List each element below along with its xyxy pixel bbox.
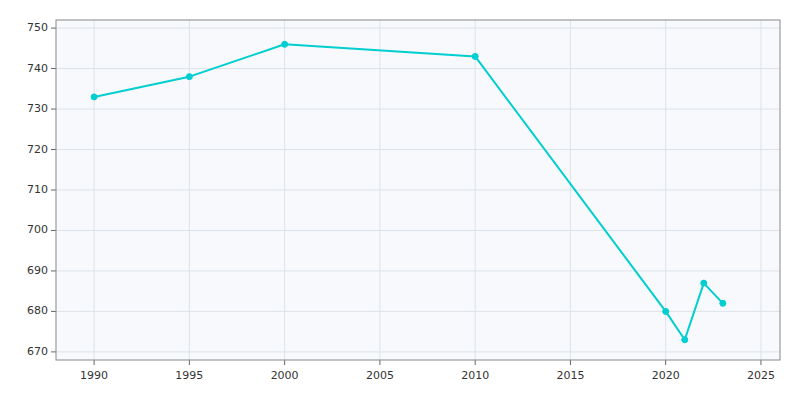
y-grid-line [56, 68, 780, 69]
y-grid-line [56, 149, 780, 150]
marker [663, 308, 669, 314]
y-tick [51, 28, 56, 29]
marker [472, 53, 478, 59]
x-grid-line [475, 20, 476, 360]
x-tick [94, 360, 95, 365]
x-tick-label: 2005 [366, 369, 394, 382]
chart-container: 670 680 690 700 710 720 730 740 750 1990 1995 2000 2… [0, 0, 800, 400]
x-grid-line [570, 20, 571, 360]
y-tick [51, 311, 56, 312]
y-tick [51, 190, 56, 191]
y-tick [51, 230, 56, 231]
plot-frame [56, 20, 780, 360]
x-grid-line [379, 20, 380, 360]
y-grid-line [56, 311, 780, 312]
y-tick-label: 740 [27, 62, 48, 75]
x-tick-label: 2020 [652, 369, 680, 382]
y-tick [51, 149, 56, 150]
chart: 670 680 690 700 710 720 730 740 750 1990 1995 2000 2… [0, 0, 800, 400]
axes: 670 680 690 700 710 720 730 740 750 1990 1995 2000 2… [27, 21, 775, 382]
y-tick [51, 68, 56, 69]
y-grid-line [56, 230, 780, 231]
x-tick-label: 2015 [556, 369, 584, 382]
x-tick [665, 360, 666, 365]
x-tick-label: 2000 [271, 369, 299, 382]
y-tick [51, 270, 56, 271]
y-grid-line [56, 28, 780, 29]
y-tick-label: 750 [27, 21, 48, 34]
x-grid-line [189, 20, 190, 360]
y-tick [51, 109, 56, 110]
plot-background [56, 20, 780, 360]
y-tick [51, 351, 56, 352]
marker [91, 94, 97, 100]
x-tick [760, 360, 761, 365]
x-grid-line [760, 20, 761, 360]
x-tick [189, 360, 190, 365]
marker [682, 337, 688, 343]
series [91, 41, 726, 342]
marker [186, 74, 192, 80]
x-tick [379, 360, 380, 365]
marker [720, 300, 726, 306]
y-tick-label: 690 [27, 264, 48, 277]
y-grid-line [56, 351, 780, 352]
y-tick-label: 680 [27, 304, 48, 317]
marker [701, 280, 707, 286]
y-grid-line [56, 109, 780, 110]
y-tick-label: 710 [27, 183, 48, 196]
x-tick-label: 1990 [80, 369, 108, 382]
y-tick-label: 700 [27, 223, 48, 236]
x-tick-label: 1995 [175, 369, 203, 382]
x-grid-line [94, 20, 95, 360]
y-grid-line [56, 190, 780, 191]
x-tick [475, 360, 476, 365]
grid [56, 20, 780, 360]
x-tick [570, 360, 571, 365]
x-grid-line [284, 20, 285, 360]
x-tick-label: 2010 [461, 369, 489, 382]
x-tick [284, 360, 285, 365]
y-tick-label: 720 [27, 143, 48, 156]
marker [282, 41, 288, 47]
y-tick-label: 730 [27, 102, 48, 115]
line [94, 44, 723, 339]
y-grid-line [56, 270, 780, 271]
y-tick-label: 670 [27, 345, 48, 358]
x-tick-label: 2025 [747, 369, 775, 382]
